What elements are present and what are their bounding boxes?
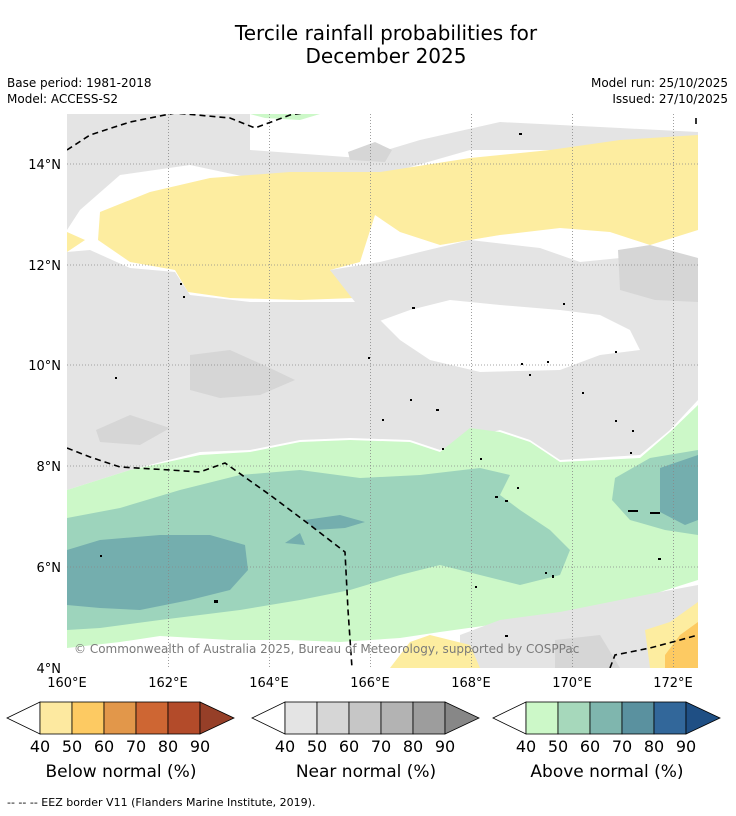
lat-label-12n: 12°N bbox=[28, 259, 61, 274]
title-line-1: Tercile rainfall probabilities for bbox=[234, 21, 538, 45]
colorbar-below-normal: 40 50 60 70 80 90 bbox=[6, 701, 235, 756]
colorbar-above-tick: 80 bbox=[644, 737, 664, 756]
below-normal-south-west bbox=[390, 635, 480, 668]
colorbar-above-segment bbox=[557, 701, 591, 735]
lon-label-164e: 164°E bbox=[249, 676, 289, 691]
colorbar-below-segment bbox=[135, 701, 169, 735]
base-period: Base period: 1981-2018 bbox=[7, 76, 152, 90]
eez-borders bbox=[67, 114, 698, 668]
colorbar-near-tick: 40 bbox=[275, 737, 295, 756]
colorbar-above-normal: 40 50 60 70 80 90 bbox=[492, 701, 721, 756]
colorbar-below-tick: 70 bbox=[126, 737, 146, 756]
colorbar-below-min-arrow bbox=[6, 701, 41, 735]
eez-border-legend: -- -- -- EEZ border V11 (Flanders Marine… bbox=[7, 796, 316, 809]
colorbar-above-tick: 60 bbox=[580, 737, 600, 756]
colorbar-below-segment bbox=[167, 701, 201, 735]
colorbar-near-ticks: 40 50 60 70 80 90 bbox=[275, 737, 455, 756]
near-normal-50-patch-3 bbox=[348, 142, 392, 162]
colorbar-above-max-arrow bbox=[685, 701, 721, 735]
lon-label-170e: 170°E bbox=[552, 676, 592, 691]
meta-left: Base period: 1981-2018 Model: ACCESS-S2 bbox=[7, 75, 152, 107]
lat-label-10n: 10°N bbox=[28, 359, 61, 374]
colorbar-near-segment bbox=[348, 701, 382, 735]
title-line-2: December 2025 bbox=[305, 44, 467, 68]
above-normal-60-west bbox=[67, 535, 248, 610]
colorbar-below-tick: 40 bbox=[30, 737, 50, 756]
colorbar-below-tick: 80 bbox=[158, 737, 178, 756]
colorbar-near-min-arrow bbox=[251, 701, 286, 735]
colorbar-below-tick: 60 bbox=[94, 737, 114, 756]
gridlines bbox=[67, 114, 698, 668]
colorbar-above-ticks: 40 50 60 70 80 90 bbox=[516, 737, 696, 756]
colorbar-near-segment bbox=[412, 701, 446, 735]
lat-label-6n: 6°N bbox=[37, 561, 62, 576]
colorbar-near-normal: 40 50 60 70 80 90 bbox=[251, 701, 480, 756]
colorbar-above-label: Above normal (%) bbox=[530, 762, 684, 782]
above-normal-north-sliver bbox=[250, 114, 320, 120]
model-run: Model run: 25/10/2025 bbox=[590, 76, 728, 90]
colorbar-below-segment bbox=[71, 701, 105, 735]
colorbar-above-segment bbox=[653, 701, 687, 735]
meta-right: Model run: 25/10/2025 Issued: 27/10/2025 bbox=[591, 75, 728, 107]
colorbar-above-segment bbox=[589, 701, 623, 735]
colorbar-near-segment bbox=[380, 701, 414, 735]
islands bbox=[100, 133, 661, 637]
lon-labels: 160°E 162°E 164°E 166°E 168°E 170°E 172°… bbox=[47, 676, 693, 691]
map-field: © Commonwealth of Australia 2025, Bureau… bbox=[67, 114, 698, 668]
colorbar-near-segment bbox=[316, 701, 350, 735]
colorbar-below-segment bbox=[39, 701, 73, 735]
colorbar-near-tick: 80 bbox=[403, 737, 423, 756]
colorbar-above-segment bbox=[621, 701, 655, 735]
map-title: Tercile rainfall probabilities for Decem… bbox=[0, 22, 736, 68]
lat-label-14n: 14°N bbox=[28, 158, 61, 173]
colorbar-near-max-arrow bbox=[444, 701, 480, 735]
copyright-notice: © Commonwealth of Australia 2025, Bureau… bbox=[74, 642, 579, 656]
colorbar-near-segment bbox=[284, 701, 318, 735]
below-normal-patch-west bbox=[67, 232, 85, 252]
near-normal-50-patch-4 bbox=[618, 245, 698, 302]
colorbar-above-tick: 90 bbox=[676, 737, 696, 756]
colorbar-above-tick: 50 bbox=[548, 737, 568, 756]
below-normal-50-south-east bbox=[665, 622, 698, 668]
below-normal-band bbox=[98, 135, 698, 300]
colorbar-near-tick: 60 bbox=[339, 737, 359, 756]
colorbar-above-segment bbox=[525, 701, 559, 735]
model-name: Model: ACCESS-S2 bbox=[7, 92, 119, 106]
lon-label-162e: 162°E bbox=[148, 676, 188, 691]
lon-label-172e: 172°E bbox=[653, 676, 693, 691]
near-normal-south-region bbox=[460, 585, 698, 668]
colorbar-above-tick: 40 bbox=[516, 737, 536, 756]
above-normal-60-center bbox=[305, 515, 365, 530]
colorbar-below-tick: 50 bbox=[62, 737, 82, 756]
near-normal-50-patch-1 bbox=[190, 350, 295, 398]
colorbar-near-tick: 70 bbox=[371, 737, 391, 756]
colorbar-below-label: Below normal (%) bbox=[45, 762, 197, 782]
above-normal-60-dot bbox=[285, 533, 305, 545]
colorbar-near-tick: 50 bbox=[307, 737, 327, 756]
colorbar-near-label: Near normal (%) bbox=[295, 762, 437, 782]
lat-label-4n: 4°N bbox=[37, 662, 62, 677]
colorbar-below-max-arrow bbox=[199, 701, 235, 735]
colorbar-near-tick: 90 bbox=[435, 737, 455, 756]
lon-label-166e: 166°E bbox=[350, 676, 390, 691]
above-normal-60-east bbox=[660, 455, 698, 525]
colorbar-above-tick: 70 bbox=[612, 737, 632, 756]
near-normal-50-patch-2 bbox=[96, 415, 170, 445]
colorbar-below-tick: 90 bbox=[190, 737, 210, 756]
lon-label-168e: 168°E bbox=[451, 676, 491, 691]
lat-label-8n: 8°N bbox=[37, 460, 62, 475]
lat-labels: 4°N 6°N 8°N 10°N 12°N 14°N bbox=[28, 158, 61, 677]
probability-map: © Commonwealth of Australia 2025, Bureau… bbox=[28, 114, 698, 691]
colorbar-below-ticks: 40 50 60 70 80 90 bbox=[30, 737, 210, 756]
colorbar-below-segment bbox=[103, 701, 137, 735]
colorbar-above-min-arrow bbox=[492, 701, 527, 735]
issued-date: Issued: 27/10/2025 bbox=[612, 92, 728, 106]
near-normal-50-south bbox=[555, 635, 620, 668]
lon-label-160e: 160°E bbox=[47, 676, 87, 691]
